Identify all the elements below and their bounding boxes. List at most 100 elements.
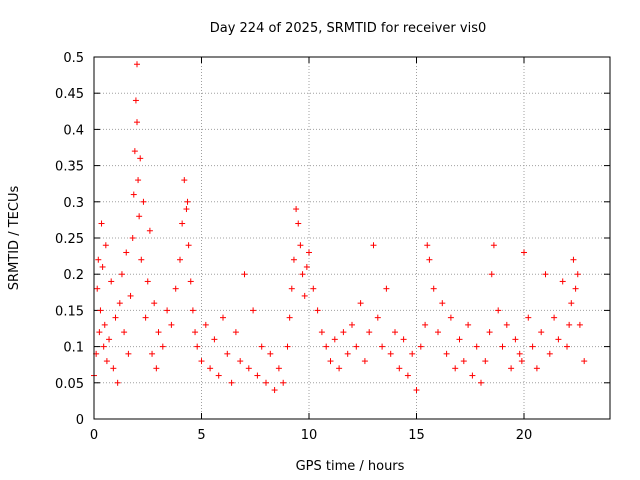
data-point (387, 350, 394, 357)
data-point (106, 336, 113, 343)
data-point (490, 242, 497, 249)
data-point (181, 177, 188, 184)
data-point (503, 321, 510, 328)
data-point (114, 379, 121, 386)
data-point (140, 198, 147, 205)
data-point (189, 307, 196, 314)
data-point (179, 220, 186, 227)
data-point (499, 343, 506, 350)
axis-ticks: 0 0.05 0.1 0.15 0.2 0.25 0.3 0.35 0.4 0.45 0.5 0 5 10… (55, 51, 610, 443)
chart-title: Day 224 of 2025, SRMTID for receiver vis… (210, 21, 487, 36)
data-point (482, 358, 489, 365)
data-point (295, 220, 302, 227)
data-point (258, 343, 265, 350)
data-point (512, 336, 519, 343)
data-point (564, 343, 570, 350)
data-point (566, 321, 573, 328)
data-point (194, 343, 201, 350)
data-point (187, 278, 194, 285)
data-point (134, 61, 140, 68)
y-tick-label: 0.25 (55, 232, 84, 247)
data-point (184, 198, 191, 205)
data-point (318, 329, 325, 336)
data-point (211, 336, 218, 343)
data-point (254, 372, 261, 379)
data-point (271, 387, 278, 394)
data-point (99, 263, 106, 270)
data-point (286, 314, 293, 321)
data-point (424, 242, 431, 249)
data-point (396, 365, 403, 372)
data-point (101, 321, 108, 328)
data-point (469, 372, 476, 379)
data-point (422, 321, 429, 328)
data-point (250, 307, 257, 314)
data-point (215, 372, 222, 379)
y-tick-label: 0 (76, 413, 84, 428)
data-point (131, 148, 138, 155)
data-point (142, 314, 149, 321)
data-point (413, 387, 420, 394)
data-point (404, 372, 411, 379)
data-point (130, 191, 137, 198)
data-point (144, 278, 151, 285)
data-point (151, 300, 158, 307)
data-point (508, 365, 515, 372)
data-point (572, 285, 579, 292)
data-point (136, 213, 143, 220)
data-point (103, 358, 110, 365)
data-point (297, 242, 304, 249)
data-point (344, 350, 351, 357)
data-point (135, 177, 142, 184)
data-point (288, 285, 295, 292)
data-point (473, 343, 480, 350)
data-point (108, 278, 115, 285)
data-point (400, 336, 407, 343)
data-point (443, 350, 450, 357)
data-point (228, 379, 235, 386)
data-point (555, 336, 562, 343)
data-point (383, 285, 390, 292)
data-point (327, 358, 334, 365)
data-point (241, 271, 248, 278)
data-point (293, 206, 300, 213)
data-point (430, 285, 437, 292)
data-point (102, 242, 109, 249)
data-point (574, 271, 581, 278)
y-tick-label: 0.4 (63, 123, 84, 138)
data-point (284, 343, 291, 350)
data-point (224, 350, 231, 357)
y-tick-label: 0.05 (55, 377, 84, 392)
data-point (488, 271, 495, 278)
data-point (392, 329, 398, 336)
data-point (518, 358, 525, 365)
data-point (164, 307, 171, 314)
data-point (568, 300, 575, 307)
data-point (340, 329, 347, 336)
data-point (183, 206, 190, 213)
data-point (138, 256, 145, 263)
data-point (123, 249, 130, 256)
data-point (581, 358, 588, 365)
data-point (366, 329, 373, 336)
data-point (267, 350, 274, 357)
x-tick-label: 10 (301, 428, 318, 443)
data-point (417, 343, 424, 350)
data-point (314, 307, 321, 314)
data-point (435, 329, 441, 336)
data-point (538, 329, 545, 336)
x-tick-label: 5 (197, 428, 205, 443)
y-tick-label: 0.15 (55, 304, 84, 319)
data-point (357, 300, 364, 307)
data-point (456, 336, 463, 343)
y-tick-label: 0.45 (55, 87, 84, 102)
data-point (280, 379, 287, 386)
data-point (100, 343, 107, 350)
data-point (155, 329, 162, 336)
data-point (452, 365, 459, 372)
data-point (125, 350, 132, 357)
data-point (172, 285, 179, 292)
data-point (118, 271, 125, 278)
data-point (529, 343, 536, 350)
data-point (426, 256, 433, 263)
